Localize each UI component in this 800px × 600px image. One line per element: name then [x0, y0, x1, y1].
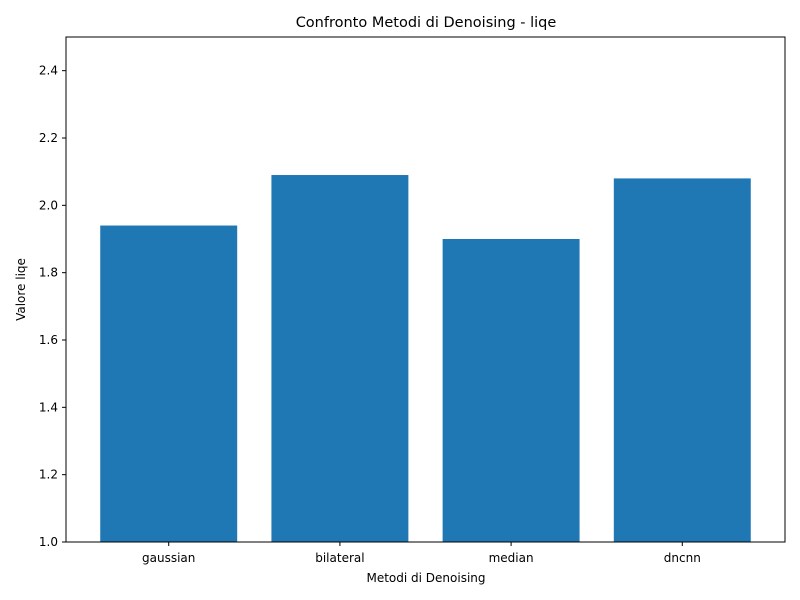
x-tick-label: bilateral — [315, 551, 364, 565]
bar-gaussian — [100, 225, 238, 543]
bar-median — [442, 239, 580, 542]
plot-frame — [65, 36, 786, 543]
y-tick-label: 1.4 — [39, 400, 58, 414]
y-tick-label: 2.4 — [39, 64, 58, 78]
x-tick-label: median — [489, 551, 534, 565]
x-axis-ticks: gaussian bilateral median dncnn — [142, 542, 701, 565]
y-tick-label: 1.6 — [39, 333, 58, 347]
bar-dncnn — [613, 178, 751, 542]
x-axis-label: Metodi di Denoising — [366, 571, 485, 585]
y-tick-label: 1.0 — [39, 535, 58, 549]
y-axis-label: Valore liqe — [14, 258, 28, 321]
y-tick-label: 1.8 — [39, 266, 58, 280]
y-tick-label: 2.0 — [39, 198, 58, 212]
y-axis-ticks: 1.0 1.2 1.4 1.6 1.8 2.0 2.2 2.4 — [39, 64, 66, 549]
y-tick-label: 2.2 — [39, 131, 58, 145]
x-tick-label: gaussian — [142, 551, 195, 565]
y-tick-label: 1.2 — [39, 468, 58, 482]
x-tick-label: dncnn — [664, 551, 701, 565]
bars-group — [100, 175, 751, 543]
chart-title: Confronto Metodi di Denoising - liqe — [296, 15, 557, 31]
bar-bilateral — [271, 175, 409, 543]
